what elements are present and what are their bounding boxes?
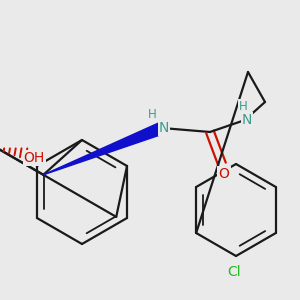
Text: N: N bbox=[242, 113, 252, 127]
Text: Cl: Cl bbox=[227, 265, 241, 279]
Polygon shape bbox=[44, 122, 164, 175]
Text: H: H bbox=[238, 100, 247, 112]
Text: O: O bbox=[219, 167, 230, 181]
Text: OH: OH bbox=[24, 151, 45, 165]
Text: H: H bbox=[148, 107, 156, 121]
Text: N: N bbox=[159, 121, 169, 135]
